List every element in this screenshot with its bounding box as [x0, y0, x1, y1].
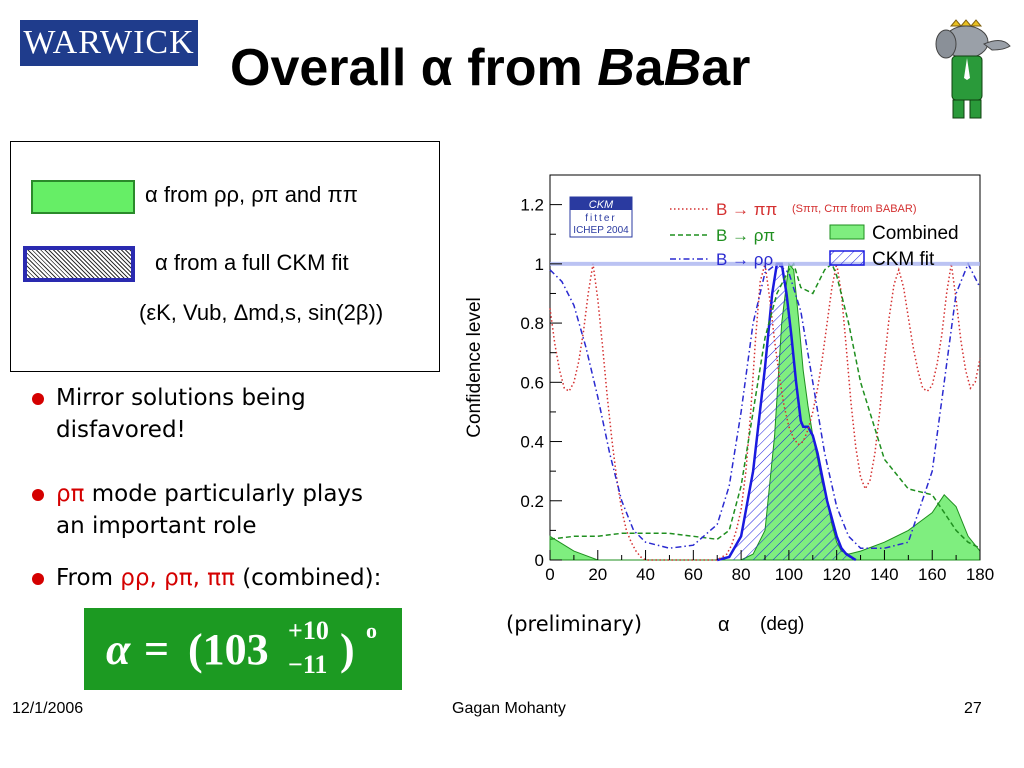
legend-label-ckmfit: CKM fit: [872, 249, 935, 270]
result-value: (103: [188, 625, 269, 674]
bullet-from: From ρρ, ρπ, ππ (combined):: [32, 562, 381, 594]
x-tick-label: 40: [636, 565, 655, 584]
warwick-logo: WARWICK: [20, 20, 198, 66]
legend-label-rhopi: B → ρπ: [716, 226, 775, 245]
x-tick-label: 100: [775, 565, 803, 584]
bullet-text: disfavored!: [56, 417, 186, 443]
bullet-mirror: Mirror solutions being disfavored!: [32, 382, 306, 446]
legend-text-combined: α from ρρ, ρπ and ππ: [145, 182, 358, 207]
chart-preliminary-note: (preliminary): [506, 612, 643, 636]
x-tick-label: 60: [684, 565, 703, 584]
x-tick-label: 180: [966, 565, 994, 584]
confidence-level-chart: 0 20 40 60 80 100 120 140 160 180 0 0.2 0.4 0.6 0.8 1 1.…: [464, 174, 994, 584]
result-minus: −11: [288, 650, 328, 679]
series-pipi-line: [549, 263, 981, 561]
x-tick-label: 160: [918, 565, 946, 584]
x-tick-label: 20: [588, 565, 607, 584]
result-unit: o: [366, 618, 377, 643]
title-babar-ar: ar: [701, 39, 751, 97]
bullet-dot: [32, 572, 44, 585]
ckmfitter-text-ichep: ICHEP 2004: [573, 225, 629, 236]
bullet-dot: [32, 488, 44, 501]
reference-line-cl1: [550, 261, 980, 266]
title-babar-b1: B: [597, 39, 635, 97]
y-tick-label: 0.2: [520, 492, 544, 511]
x-tick-label: 80: [732, 565, 751, 584]
legend-swatch-combined: [31, 180, 135, 214]
legend-label-rhorho: B → ρρ: [716, 250, 773, 269]
series-ckm-fit-line: [716, 262, 857, 562]
ckmfitter-text-fitter: fitter: [585, 213, 616, 224]
result-plus: +10: [288, 616, 329, 645]
bullet-dot: [32, 392, 44, 405]
ckmfitter-logo-band: [570, 197, 632, 210]
result-alpha: α: [106, 625, 131, 674]
alpha-result-box: α = (103 +10 −11 ) o: [84, 608, 402, 690]
x-tick-label: 140: [870, 565, 898, 584]
series-ckm-fit-hatch: [717, 263, 856, 560]
legend-swatch-ckmfit: [829, 250, 865, 266]
title-babar-b2: B: [663, 39, 702, 97]
slide-title: Overall α from BaBar: [230, 38, 930, 108]
footer-author: Gagan Mohanty: [452, 700, 566, 717]
y-axis-label: Confidence level: [464, 297, 485, 437]
ckmfitter-text-ckm: CKM: [589, 199, 614, 211]
legend-label-combined: Combined: [872, 223, 959, 244]
title-prefix: Overall α from: [230, 39, 598, 97]
y-tick-label: 0.4: [520, 433, 544, 452]
x-tick-label: 120: [822, 565, 850, 584]
y-tick-label: 1: [535, 255, 544, 274]
bullet-text: (combined):: [234, 565, 382, 591]
title-babar-a: a: [634, 39, 664, 97]
bullet-highlight: ρπ: [56, 481, 85, 507]
bullet-text: From: [56, 565, 121, 591]
y-tick-label: 0.8: [520, 314, 544, 333]
bullet-text: an important role: [56, 513, 257, 539]
y-tick-label: 0.6: [520, 373, 544, 392]
legend-swatch-ckm: [23, 246, 135, 282]
footer-date: 12/1/2006: [12, 700, 84, 717]
legend-text-ckm: α from a full CKM fit: [155, 250, 349, 275]
x-tick-label: 0: [545, 565, 554, 584]
bullet-text: mode particularly plays: [84, 481, 364, 507]
legend-note-pipi: (Sππ, Cππ from BABAR): [792, 203, 916, 215]
legend-box: α from ρρ, ρπ and ππ α from a full CKM f…: [10, 141, 440, 372]
x-axis-unit: (deg): [760, 614, 805, 635]
bullet-text: Mirror solutions being: [56, 385, 306, 411]
bullet-highlight: ρρ, ρπ, ππ: [120, 565, 235, 591]
bullet-rhopi: ρπ mode particularly plays an important …: [32, 478, 363, 542]
series-rhorho-line: [549, 261, 981, 549]
result-equals: =: [144, 625, 170, 674]
legend-text-ckm-inputs: (εK, Vub, Δmd,s, sin(2β)): [139, 300, 384, 325]
x-axis-label: α: [718, 614, 730, 636]
result-close: ): [340, 625, 355, 674]
footer-page-number: 27: [964, 700, 982, 717]
y-tick-label: 1.2: [520, 196, 544, 215]
y-tick-label: 0: [535, 551, 544, 570]
babar-elephant-icon: [935, 19, 1011, 119]
legend-label-pipi: B → ππ: [716, 200, 777, 219]
legend-swatch-combined: [829, 224, 865, 240]
